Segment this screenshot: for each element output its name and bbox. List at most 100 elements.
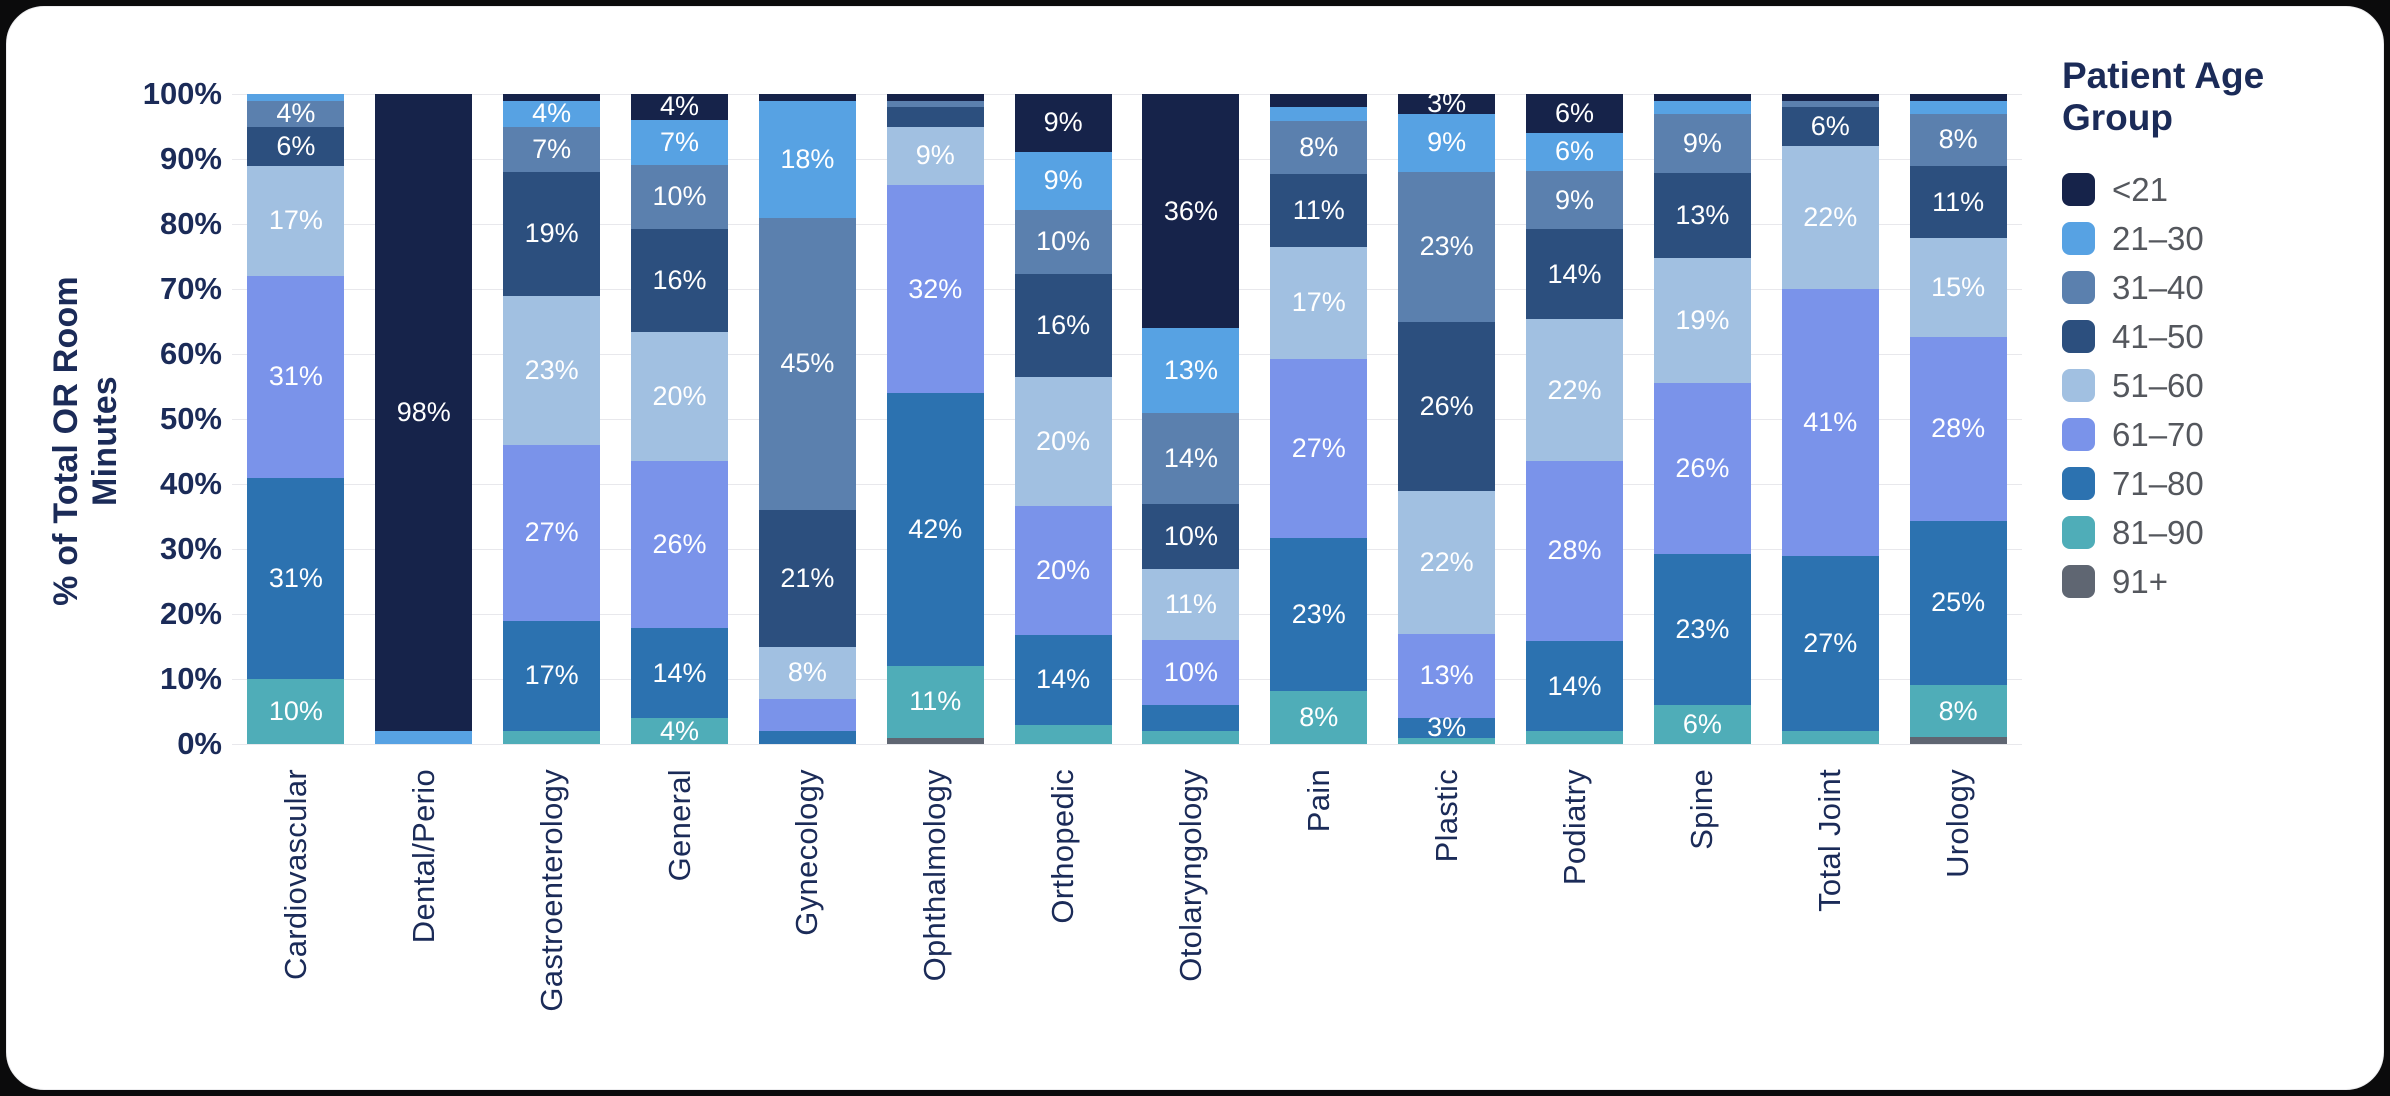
legend-item-31-40[interactable]: 31–40 [2062, 263, 2382, 312]
bar-segment-age-81-90[interactable] [503, 731, 601, 744]
bar-segment-age-<21[interactable] [1270, 94, 1368, 108]
bar-segment-age-71-80[interactable]: 14% [631, 628, 728, 719]
bar-segment-age-<21[interactable]: 36% [1142, 94, 1240, 328]
bar-segment-age-41-50[interactable]: 13% [1653, 172, 1751, 259]
bar-segment-age-51-60[interactable]: 15% [1909, 238, 2007, 337]
bar-segment-age-71-80[interactable]: 23% [1270, 538, 1368, 691]
legend-item-71-80[interactable]: 71–80 [2062, 459, 2382, 508]
bar-segment-age-51-60[interactable]: 22% [1398, 490, 1496, 634]
bar-segment-age-31-40[interactable]: 14% [1142, 412, 1240, 504]
bar-segment-age-41-50[interactable]: 10% [1142, 503, 1240, 569]
bar-segment-age-81-90[interactable]: 8% [1909, 684, 2007, 738]
stacked-bar[interactable]: 98% [375, 94, 473, 744]
bar-segment-age-21-30[interactable]: 6% [1526, 132, 1624, 172]
bar-segment-age-<21[interactable] [758, 94, 856, 101]
bar-segment-age-41-50[interactable]: 21% [758, 510, 856, 647]
stacked-bar[interactable]: 9% 13% 19% 26% 23% 6% [1653, 94, 1751, 744]
bar-segment-age-81-90[interactable]: 6% [1653, 704, 1751, 744]
bar-segment-age-71-80[interactable] [758, 731, 856, 744]
bar-segment-age-21-30[interactable] [1653, 100, 1751, 114]
bar-segment-age-51-60[interactable]: 11% [1142, 568, 1240, 640]
bar-segment-age-31-40[interactable] [886, 100, 984, 107]
bar-segment-age-31-40[interactable]: 45% [758, 217, 856, 510]
bar-segment-age-61-70[interactable] [758, 698, 856, 731]
bar-segment-age-91+[interactable] [886, 737, 984, 744]
bar-segment-age-51-60[interactable]: 8% [758, 646, 856, 699]
legend-item-41-50[interactable]: 41–50 [2062, 312, 2382, 361]
bar-segment-age-51-60[interactable]: 17% [1270, 246, 1368, 360]
stacked-bar[interactable]: 9% 9% 10% 16% 20% 20% 14% [1014, 94, 1112, 744]
bar-segment-age-61-70[interactable]: 28% [1909, 336, 2007, 521]
bar-segment-age-31-40[interactable]: 9% [1526, 171, 1624, 230]
bar-segment-age-21-30[interactable]: 4% [503, 100, 601, 127]
bar-segment-age-<21[interactable] [503, 94, 601, 101]
bar-segment-age-71-80[interactable]: 27% [1781, 555, 1879, 731]
bar-segment-age-<21[interactable] [886, 94, 984, 101]
stacked-bar[interactable]: 9% 32% 42% 11% [886, 94, 984, 744]
bar-segment-age-<21[interactable] [1781, 94, 1879, 101]
bar-segment-age-61-70[interactable]: 32% [886, 185, 984, 393]
legend-item-61-70[interactable]: 61–70 [2062, 410, 2382, 459]
bar-segment-age-<21[interactable]: 9% [1014, 94, 1112, 152]
bar-segment-age-41-50[interactable]: 6% [1781, 107, 1879, 146]
bar-segment-age-71-80[interactable]: 31% [247, 477, 345, 679]
stacked-bar[interactable]: 4% 7% 10% 16% 20% 26% 14% 4% [631, 93, 728, 744]
stacked-bar[interactable]: 8% 11% 15% 28% 25% 8% [1909, 94, 2007, 744]
bar-segment-age-51-60[interactable]: 17% [247, 165, 345, 276]
bar-segment-age-31-40[interactable]: 8% [1909, 113, 2007, 167]
stacked-bar[interactable]: 4% 7% 19% 23% 27% 17% [503, 94, 601, 744]
bar-segment-age-21-30[interactable] [1909, 100, 2007, 114]
bar-segment-age-41-50[interactable]: 19% [503, 172, 601, 296]
bar-segment-age-41-50[interactable]: 11% [1909, 166, 2007, 239]
bar-segment-age-61-70[interactable]: 20% [1014, 505, 1112, 635]
bar-segment-age-21-30[interactable]: 9% [1014, 151, 1112, 210]
bar-segment-age-51-60[interactable]: 9% [886, 126, 984, 185]
bar-segment-age-<21[interactable] [1653, 94, 1751, 101]
bar-segment-age-81-90[interactable] [1014, 724, 1112, 744]
stacked-bar[interactable]: 6% 22% 41% 27% [1781, 94, 1879, 744]
bar-segment-age-31-40[interactable]: 10% [631, 164, 728, 230]
legend-item-91+[interactable]: 91+ [2062, 557, 2382, 606]
bar-segment-age-71-80[interactable]: 14% [1014, 634, 1112, 725]
stacked-bar[interactable]: 4% 6% 17% 31% 31% 10% [247, 94, 345, 744]
bar-segment-age-31-40[interactable]: 4% [247, 100, 345, 127]
bar-segment-age-31-40[interactable] [1781, 100, 1879, 107]
stacked-bar[interactable]: 8% 11% 17% 27% 23% 8% [1270, 94, 1368, 744]
bar-segment-age-51-60[interactable]: 22% [1781, 146, 1879, 289]
bar-segment-age-81-90[interactable]: 11% [886, 666, 984, 738]
bar-segment-age-31-40[interactable]: 8% [1270, 120, 1368, 174]
bar-segment-age-61-70[interactable]: 41% [1781, 289, 1879, 556]
bar-segment-age-71-80[interactable]: 17% [503, 620, 601, 731]
bar-segment-age-71-80[interactable]: 42% [886, 393, 984, 666]
bar-segment-age-41-50[interactable]: 16% [1014, 274, 1112, 378]
bar-segment-age-21-30[interactable]: 13% [1142, 328, 1240, 413]
bar-segment-age-61-70[interactable]: 27% [1270, 359, 1368, 539]
legend-item-21-30[interactable]: 21–30 [2062, 214, 2382, 263]
legend-item-51-60[interactable]: 51–60 [2062, 361, 2382, 410]
bar-segment-age-81-90[interactable] [1781, 731, 1879, 744]
bar-segment-age-<21[interactable]: 3% [1398, 90, 1496, 117]
bar-segment-age-81-90[interactable] [1398, 737, 1496, 744]
bar-segment-age-<21[interactable]: 4% [631, 93, 728, 120]
bar-segment-age-51-60[interactable]: 20% [631, 332, 728, 461]
bar-segment-age-41-50[interactable] [886, 107, 984, 127]
bar-segment-age-61-70[interactable]: 26% [631, 460, 728, 629]
bar-segment-age-61-70[interactable]: 26% [1653, 382, 1751, 554]
stacked-bar[interactable]: 6% 6% 9% 14% 22% 28% 14% [1526, 94, 1624, 744]
bar-segment-age-71-80[interactable]: 23% [1653, 553, 1751, 705]
bar-segment-age-31-40[interactable]: 10% [1014, 209, 1112, 275]
bar-segment-age-51-60[interactable]: 20% [1014, 377, 1112, 506]
bar-segment-age-51-60[interactable]: 19% [1653, 258, 1751, 383]
bar-segment-age-61-70[interactable]: 31% [247, 276, 345, 478]
bar-segment-age-21-30[interactable] [375, 731, 473, 744]
bar-segment-age-31-40[interactable]: 9% [1653, 113, 1751, 173]
stacked-bar[interactable]: 36% 13% 14% 10% 11% 10% [1142, 94, 1240, 744]
legend-item-81-90[interactable]: 81–90 [2062, 508, 2382, 557]
bar-segment-age-61-70[interactable]: 28% [1526, 460, 1624, 641]
bar-segment-age-41-50[interactable]: 16% [631, 229, 728, 333]
legend-item-<21[interactable]: <21 [2062, 165, 2382, 214]
bar-segment-age-21-30[interactable]: 7% [631, 119, 728, 165]
bar-segment-age-81-90[interactable]: 10% [247, 679, 345, 744]
stacked-bar[interactable]: 18% 45% 21% 8% [758, 94, 856, 744]
bar-segment-age-<21[interactable] [1909, 94, 2007, 101]
